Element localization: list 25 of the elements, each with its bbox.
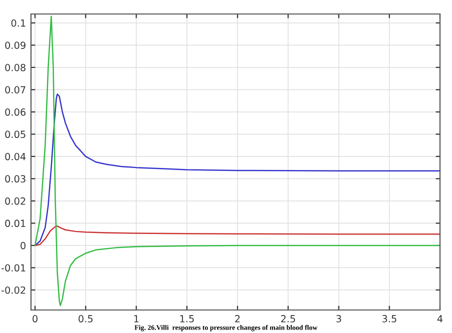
- y-tick-label: -0.02: [1, 286, 26, 294]
- x-tick-label: 4: [437, 315, 443, 322]
- line-series: [34, 93, 440, 246]
- y-tick-label: 0.02: [5, 197, 26, 205]
- x-tick-label: 3: [336, 315, 342, 322]
- line-series: [34, 16, 440, 306]
- y-tick-label: -0.01: [1, 264, 26, 272]
- y-tick-label: 0: [20, 242, 26, 250]
- y-tick-label: 0.01: [5, 220, 26, 228]
- y-tick-label: 0.03: [5, 175, 26, 183]
- x-tick-label: 3.5: [382, 315, 396, 322]
- line-series: [34, 225, 440, 246]
- x-tick-label: 1.5: [180, 315, 194, 322]
- y-tick-label: 0.04: [5, 152, 26, 160]
- y-tick-label: 0.08: [5, 64, 26, 72]
- x-tick-label: 0: [32, 315, 38, 322]
- y-tick-label: 0.09: [5, 42, 26, 49]
- y-tick-label: 0.1: [11, 19, 26, 27]
- y-tick-label: 0.07: [5, 86, 26, 94]
- x-tick-label: 0.5: [78, 315, 93, 322]
- x-tick-label: 2.5: [281, 315, 296, 322]
- x-tick-label: 1: [134, 315, 138, 322]
- x-tick-label: 2: [235, 315, 240, 322]
- y-tick-label: 0.05: [5, 130, 26, 138]
- y-tick-label: 0.06: [5, 108, 26, 116]
